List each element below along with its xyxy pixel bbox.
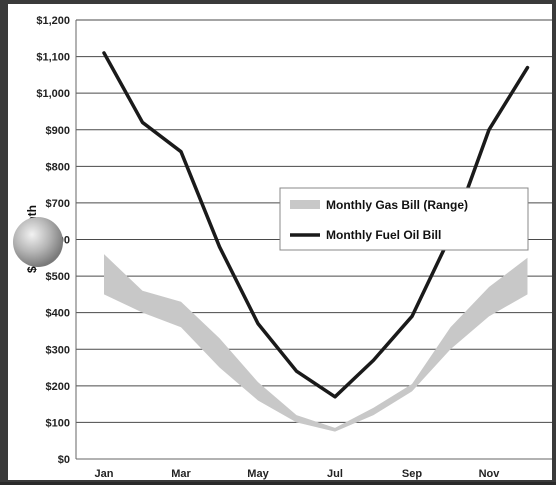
chart-card: $0$100$200$300$400$500$600$700$800$900$1… <box>8 4 552 480</box>
y-tick-label: $100 <box>46 417 70 429</box>
y-tick-label: $0 <box>58 454 70 466</box>
x-tick-label: Jan <box>95 468 114 480</box>
legend-swatch-gas-range <box>290 200 320 209</box>
gas-bill-range-band <box>104 254 528 432</box>
x-axis-tick-labels: Jan Mar May Jul Sep Nov <box>95 468 501 480</box>
legend: Monthly Gas Bill (Range) Monthly Fuel Oi… <box>279 187 529 251</box>
x-tick-label: May <box>247 468 269 480</box>
y-tick-label: $400 <box>46 308 70 320</box>
x-tick-label: Jul <box>327 468 343 480</box>
sphere-icon <box>13 217 63 267</box>
y-tick-label: $900 <box>46 125 70 137</box>
y-tick-label: $300 <box>46 344 70 356</box>
y-tick-label: $1,100 <box>36 52 70 64</box>
chart-svg: $0$100$200$300$400$500$600$700$800$900$1… <box>13 15 552 480</box>
y-tick-label: $500 <box>46 271 70 283</box>
legend-box <box>279 187 529 251</box>
gridlines <box>76 19 552 460</box>
legend-label-gas-range: Monthly Gas Bill (Range) <box>326 198 468 212</box>
x-tick-label: Nov <box>479 468 501 480</box>
x-tick-label: Sep <box>402 468 422 480</box>
x-tick-label: Mar <box>171 468 191 480</box>
legend-label-fuel-oil: Monthly Fuel Oil Bill <box>326 228 441 242</box>
y-tick-label: $1,000 <box>36 88 70 100</box>
y-tick-label: $800 <box>46 161 70 173</box>
y-axis-tick-labels: $0$100$200$300$400$500$600$700$800$900$1… <box>36 15 70 466</box>
y-tick-label: $1,200 <box>36 15 70 27</box>
y-tick-label: $700 <box>46 198 70 210</box>
y-tick-label: $200 <box>46 381 70 393</box>
